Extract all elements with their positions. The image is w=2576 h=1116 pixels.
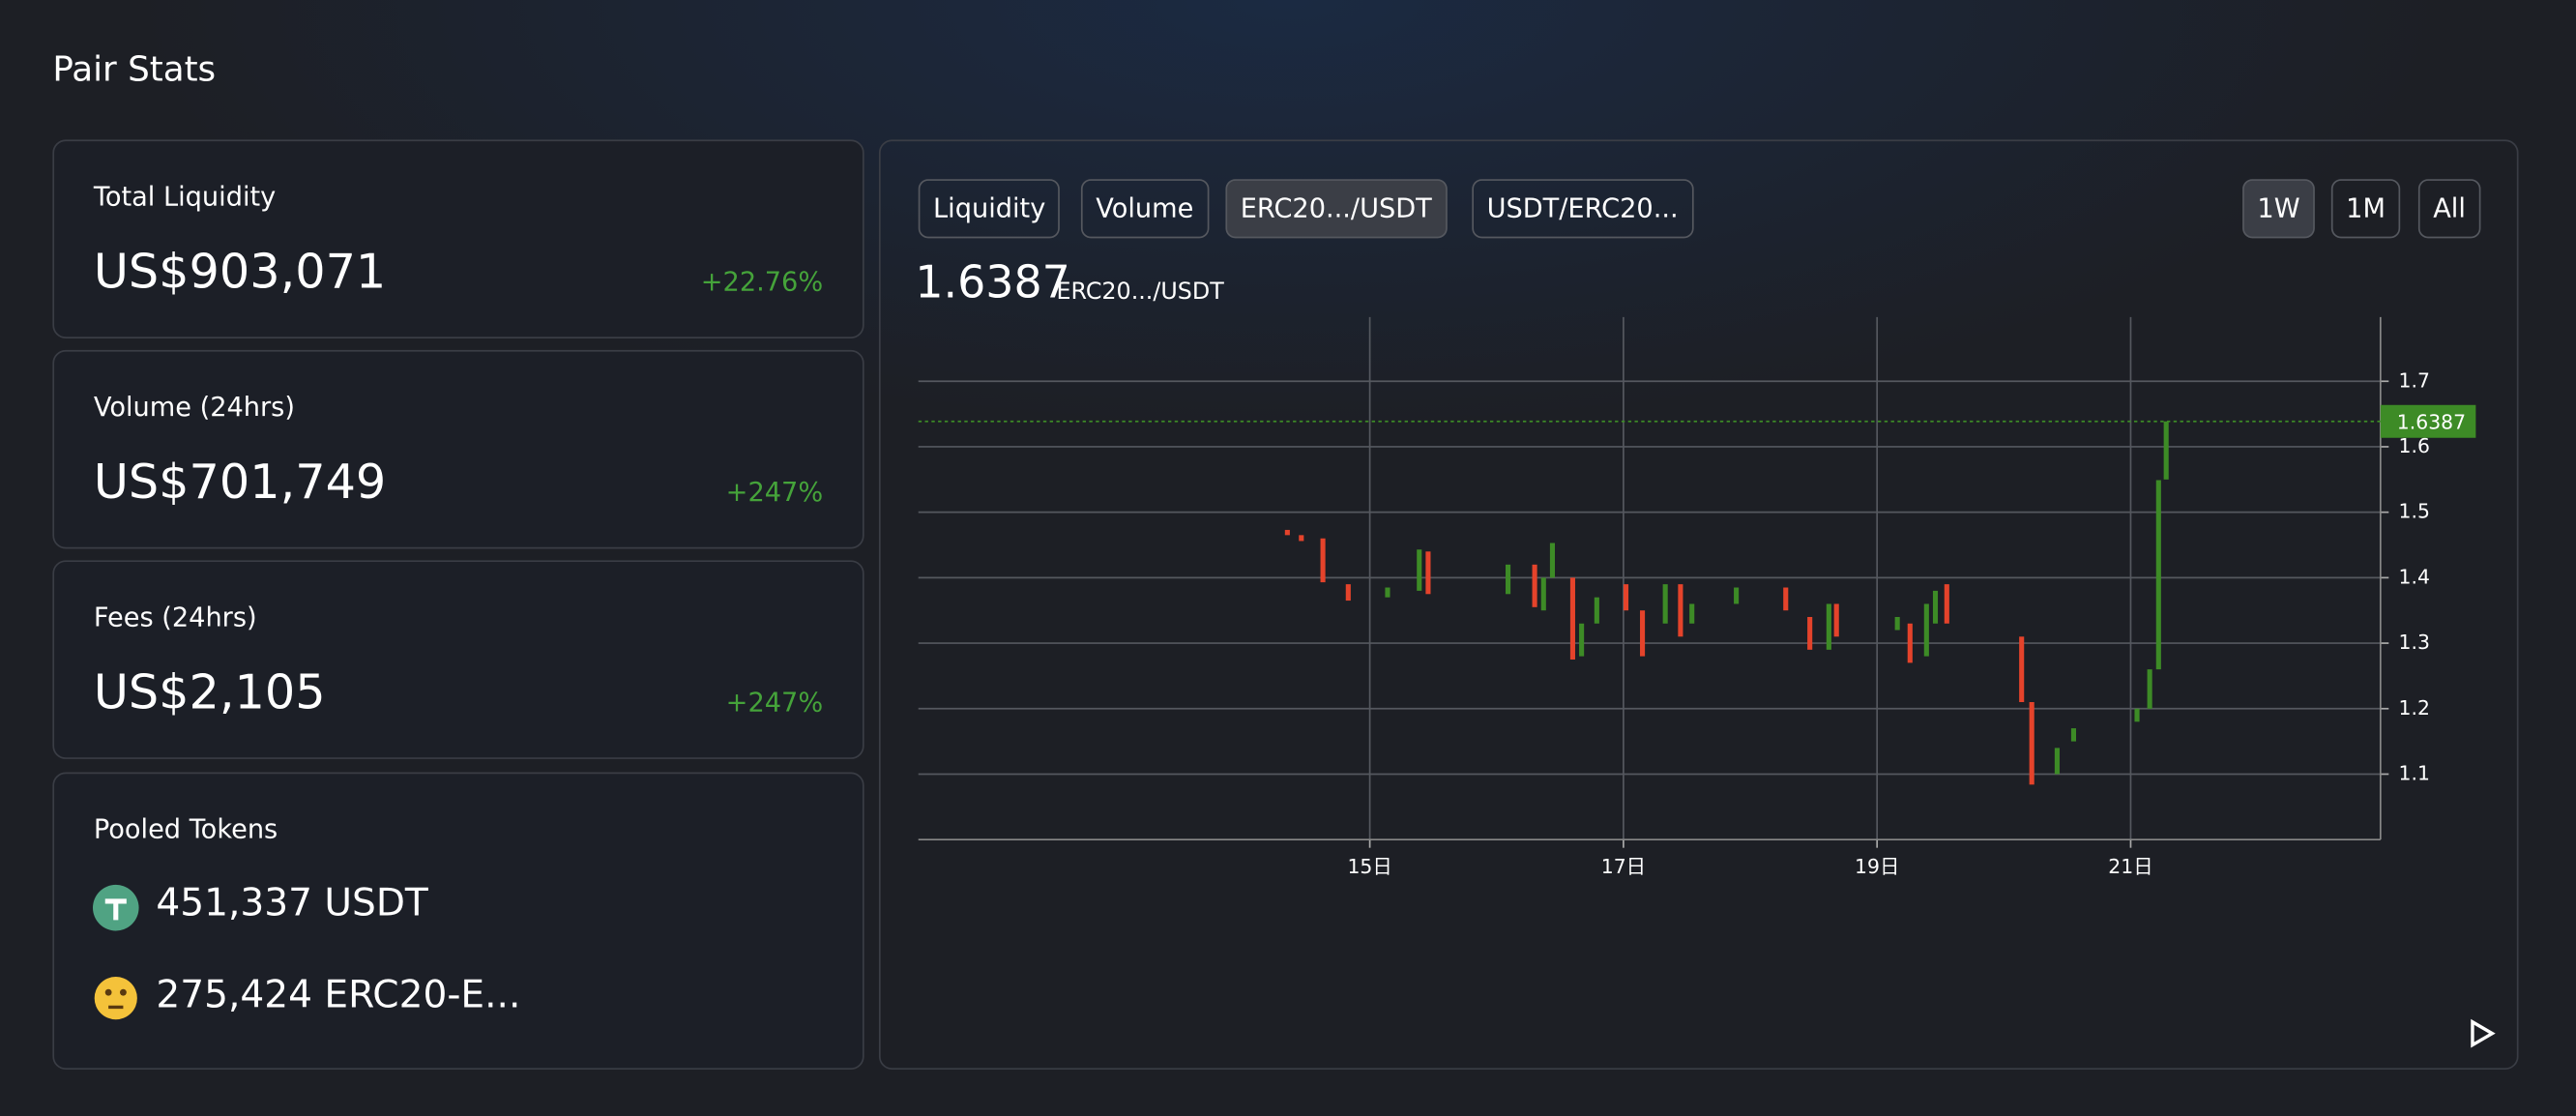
candle-body bbox=[1894, 616, 1900, 631]
candle-body bbox=[1425, 551, 1431, 595]
last-price-tag bbox=[2380, 404, 2476, 438]
stat-card: Fees (24hrs) US$2,105 +247% bbox=[52, 560, 864, 759]
x-tick-label: 17日 bbox=[1601, 855, 1646, 878]
y-tick-label: 1.5 bbox=[2399, 500, 2430, 523]
candle-body bbox=[1320, 538, 1326, 583]
y-tick-label: 1.2 bbox=[2399, 696, 2430, 720]
usdt-icon bbox=[92, 884, 139, 931]
page-title: Pair Stats bbox=[52, 48, 217, 89]
candle-body bbox=[2070, 728, 2077, 742]
candle-body bbox=[1284, 529, 1290, 536]
candle-body bbox=[2163, 421, 2169, 480]
stat-change: +22.76% bbox=[700, 266, 824, 298]
x-tick-label: 19日 bbox=[1855, 855, 1899, 878]
chart-panel bbox=[878, 139, 2519, 1071]
tab-button[interactable]: Volume bbox=[1080, 179, 1209, 239]
token-amount: 275,424 ERC20-E... bbox=[156, 974, 521, 1017]
candle-body bbox=[1549, 543, 1555, 578]
candle-body bbox=[1506, 564, 1511, 595]
x-tick-label: 15日 bbox=[1347, 855, 1391, 878]
tab-button[interactable]: Liquidity bbox=[918, 179, 1061, 239]
stat-change: +247% bbox=[725, 687, 824, 719]
candle-body bbox=[1345, 584, 1351, 602]
candle-body bbox=[1833, 603, 1839, 637]
last-price-label: 1.6387 bbox=[2397, 410, 2466, 433]
candle-body bbox=[1540, 577, 1546, 611]
pair-label: ERC20.../USDT bbox=[1056, 279, 1224, 307]
candle-body bbox=[1783, 587, 1789, 611]
candle-body bbox=[1569, 577, 1575, 660]
candle-body bbox=[1662, 584, 1668, 624]
candle-body bbox=[1579, 623, 1585, 657]
candle-body bbox=[1623, 584, 1629, 611]
y-tick-label: 1.1 bbox=[2399, 761, 2430, 784]
candle-body bbox=[1385, 587, 1390, 598]
stat-value: US$2,105 bbox=[93, 663, 326, 720]
stat-card: Total Liquidity US$903,071 +22.76% bbox=[52, 139, 864, 338]
candle-body bbox=[1734, 587, 1740, 604]
candle-body bbox=[1923, 603, 1929, 657]
token-icon bbox=[94, 977, 137, 1020]
x-tick-label: 21日 bbox=[2108, 855, 2152, 878]
stat-card: Volume (24hrs) US$701,749 +247% bbox=[52, 349, 864, 549]
y-tick-label: 1.7 bbox=[2399, 368, 2430, 392]
candle-body bbox=[2019, 636, 2025, 703]
candle-body bbox=[1689, 603, 1695, 624]
candle-body bbox=[1944, 584, 1949, 624]
stat-change: +247% bbox=[725, 476, 824, 508]
play-button[interactable] bbox=[2471, 1018, 2496, 1048]
candle-body bbox=[2054, 748, 2060, 775]
candle-body bbox=[1417, 549, 1422, 591]
candle-body bbox=[2134, 708, 2140, 722]
candle-body bbox=[1678, 584, 1683, 637]
range-button[interactable]: All bbox=[2417, 179, 2481, 239]
candle-body bbox=[1640, 610, 1646, 657]
tab-button[interactable]: USDT/ERC20... bbox=[1472, 179, 1693, 239]
candle-body bbox=[1907, 623, 1913, 663]
candle-body bbox=[1807, 616, 1813, 650]
pooled-card: Pooled Tokens 451,337 USDT 275,424 ERC20… bbox=[52, 772, 864, 1071]
candle-body bbox=[1594, 597, 1599, 624]
candle-body bbox=[2155, 480, 2161, 670]
tab-button[interactable]: ERC20.../USDT bbox=[1225, 179, 1448, 239]
y-tick-label: 1.6 bbox=[2399, 434, 2430, 457]
range-button[interactable]: 1W bbox=[2242, 179, 2315, 239]
candle-body bbox=[1826, 603, 1831, 650]
range-button[interactable]: 1M bbox=[2330, 179, 2401, 239]
candle-body bbox=[1532, 564, 1537, 607]
stat-label: Volume (24hrs) bbox=[93, 391, 295, 423]
candle-body bbox=[2029, 702, 2034, 785]
current-price: 1.6387 bbox=[915, 257, 1070, 309]
stat-value: US$701,749 bbox=[93, 453, 387, 510]
stat-value: US$903,071 bbox=[93, 243, 387, 300]
candle-body bbox=[1932, 590, 1939, 624]
candle-body bbox=[1299, 535, 1304, 542]
stat-label: Total Liquidity bbox=[93, 180, 277, 213]
y-tick-label: 1.3 bbox=[2399, 631, 2430, 654]
pooled-title: Pooled Tokens bbox=[93, 812, 278, 845]
candle-body bbox=[2147, 669, 2152, 709]
stat-label: Fees (24hrs) bbox=[93, 601, 257, 633]
token-amount: 451,337 USDT bbox=[156, 882, 428, 925]
y-tick-label: 1.4 bbox=[2399, 565, 2430, 588]
